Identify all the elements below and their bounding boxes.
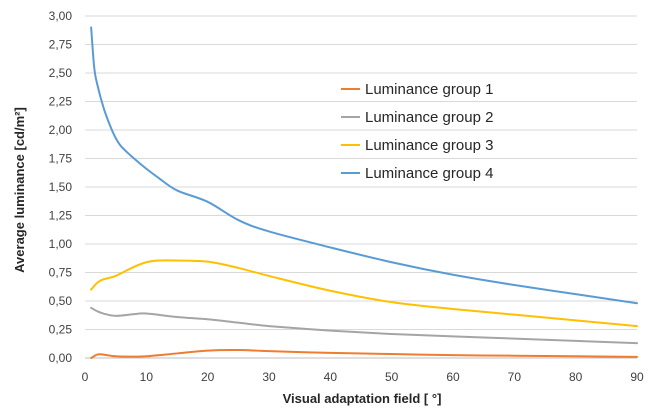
y-tick-label: 3,00 <box>49 9 73 23</box>
y-tick-label: 1,25 <box>49 209 73 223</box>
x-tick-label: 80 <box>569 370 583 384</box>
legend-label: Luminance group 3 <box>365 137 493 154</box>
series-line-group-4 <box>90 26 638 305</box>
y-tick-label: 0,00 <box>49 351 73 365</box>
y-tick-label: 2,25 <box>49 95 73 109</box>
y-tick-label: 1,00 <box>49 237 73 251</box>
legend-label: Luminance group 2 <box>365 109 493 126</box>
y-tick-label: 0,50 <box>49 294 73 308</box>
series-line-group-1 <box>90 348 638 359</box>
series-line-group-2 <box>90 306 638 345</box>
gridlines <box>85 15 637 330</box>
x-tick-label: 70 <box>508 370 522 384</box>
legend: Luminance group 1 Luminance group 2 Lumina… <box>341 81 493 182</box>
y-tick-label: 1,75 <box>49 152 73 166</box>
series-lines <box>90 26 638 359</box>
legend-label: Luminance group 1 <box>365 81 493 98</box>
series-line-group-3 <box>90 259 638 328</box>
y-tick-label: 2,00 <box>49 123 73 137</box>
y-tick-label: 1,50 <box>49 180 73 194</box>
x-axis-title: Visual adaptation field [ °] <box>283 391 442 406</box>
x-tick-label: 30 <box>262 370 276 384</box>
axes: 0,00 0,25 0,50 0,75 1,00 1,25 1,50 1,75 2,00 2,25… <box>49 9 644 384</box>
y-tick-label: 0,75 <box>49 266 73 280</box>
x-tick-label: 50 <box>385 370 399 384</box>
x-tick-label: 90 <box>630 370 644 384</box>
x-tick-label: 40 <box>324 370 338 384</box>
x-tick-label: 60 <box>446 370 460 384</box>
y-axis-title: Average luminance [cd/m²] <box>12 107 27 273</box>
legend-label: Luminance group 4 <box>365 165 493 182</box>
y-tick-label: 2,75 <box>49 38 73 52</box>
x-tick-label: 20 <box>201 370 215 384</box>
y-tick-label: 2,50 <box>49 66 73 80</box>
x-tick-label: 10 <box>140 370 154 384</box>
y-tick-label: 0,25 <box>49 323 73 337</box>
x-tick-label: 0 <box>82 370 89 384</box>
